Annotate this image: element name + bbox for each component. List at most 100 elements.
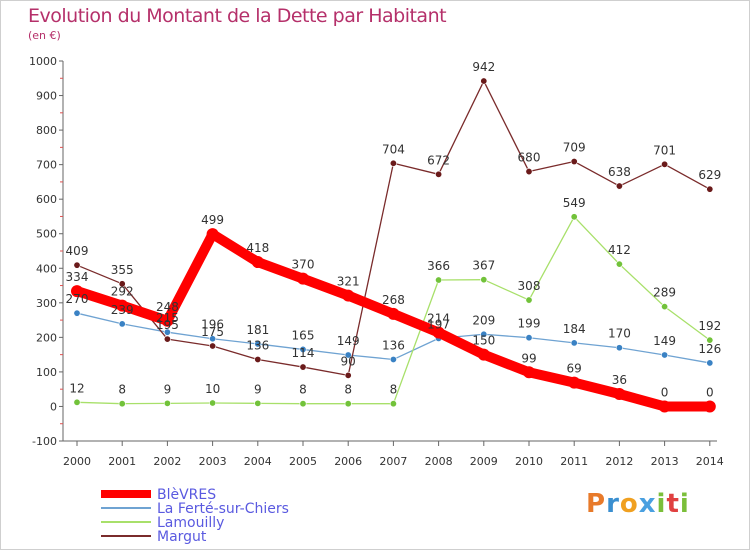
data-point [297, 272, 309, 285]
data-point [706, 359, 714, 367]
data-point [118, 280, 126, 288]
data-point [254, 399, 262, 407]
data-point [525, 296, 533, 304]
data-label: 181 [246, 323, 269, 337]
proxiti-logo: Proxiti [586, 489, 690, 519]
data-point [387, 307, 400, 320]
data-label: 321 [337, 275, 360, 289]
data-label: 499 [201, 213, 224, 227]
x-tick-label: 2010 [515, 455, 543, 468]
y-tick-label: -100 [32, 435, 57, 448]
x-tick-label: 2009 [470, 455, 498, 468]
data-point [251, 256, 264, 269]
data-point [163, 399, 171, 407]
data-label: 149 [337, 334, 360, 348]
data-label: 196 [201, 318, 224, 332]
x-tick-label: 2008 [425, 455, 453, 468]
x-tick-label: 2001 [108, 455, 136, 468]
data-point [116, 299, 129, 312]
data-label: 701 [653, 143, 676, 157]
data-label: 12 [69, 381, 84, 395]
data-label: 418 [246, 241, 269, 255]
data-label: 215 [156, 311, 179, 325]
y-tick-label: 300 [36, 297, 57, 310]
data-label: 9 [164, 382, 172, 396]
data-label: 367 [472, 259, 495, 273]
data-label: 195 [156, 318, 179, 332]
y-tick-label: 800 [36, 124, 57, 137]
data-point [480, 330, 488, 338]
data-point [703, 400, 716, 413]
data-label: 638 [608, 165, 631, 179]
data-label: 170 [608, 327, 631, 341]
y-tick-label: 100 [36, 366, 57, 379]
data-label: 209 [472, 313, 495, 327]
data-label: 99 [521, 351, 536, 365]
x-tick-label: 2005 [289, 455, 317, 468]
x-tick-label: 2004 [244, 455, 272, 468]
data-label: 8 [390, 383, 398, 397]
data-label: 248 [156, 300, 179, 314]
data-point [389, 159, 397, 167]
data-point [73, 398, 81, 406]
data-point [163, 328, 171, 336]
legend-label: Margut [157, 529, 207, 545]
data-label: 308 [518, 279, 541, 293]
data-label: 704 [382, 142, 405, 156]
data-point [73, 309, 81, 317]
data-label: 10 [205, 382, 220, 396]
data-label: 672 [427, 153, 450, 167]
data-label: 409 [66, 244, 89, 258]
data-label: 69 [567, 362, 582, 376]
data-point [342, 289, 355, 302]
data-point [477, 348, 490, 361]
legend-label: BlèVRES [157, 487, 216, 503]
data-label: 184 [563, 322, 586, 336]
y-tick-label: 700 [36, 159, 57, 172]
data-point [299, 400, 307, 408]
data-label: 366 [427, 259, 450, 273]
data-label: 8 [118, 383, 126, 397]
data-point [163, 335, 171, 343]
data-label: 114 [292, 346, 315, 360]
data-point [568, 376, 581, 389]
data-point [73, 261, 81, 269]
data-label: 292 [111, 285, 134, 299]
data-label: 8 [344, 383, 352, 397]
data-point [344, 371, 352, 379]
data-point [435, 276, 443, 284]
data-label: 149 [653, 334, 676, 348]
x-tick-label: 2013 [651, 455, 679, 468]
data-label: 0 [706, 385, 714, 399]
data-point [206, 228, 219, 241]
data-point [71, 285, 83, 298]
x-tick-label: 2012 [605, 455, 633, 468]
data-label: 370 [292, 258, 315, 272]
data-point [254, 355, 262, 363]
data-label: 629 [698, 168, 721, 182]
data-point [432, 326, 445, 339]
data-point [523, 366, 535, 379]
data-point [661, 351, 669, 359]
data-point [525, 168, 533, 176]
x-tick-label: 2006 [334, 455, 362, 468]
data-point [209, 335, 217, 343]
data-label: 709 [563, 141, 586, 155]
y-tick-label: 0 [50, 400, 57, 413]
data-point [706, 336, 714, 344]
data-label: 175 [201, 325, 224, 339]
x-tick-label: 2000 [63, 455, 91, 468]
data-point [118, 320, 126, 328]
y-tick-label: 600 [36, 193, 57, 206]
data-label: 90 [341, 354, 356, 368]
data-point [299, 345, 307, 353]
y-tick-label: 900 [36, 90, 57, 103]
data-point [299, 363, 307, 371]
data-label: 197 [427, 317, 450, 331]
data-label: 289 [653, 286, 676, 300]
data-label: 412 [608, 243, 631, 257]
data-point [209, 342, 217, 350]
x-tick-label: 2011 [560, 455, 588, 468]
data-point [389, 400, 397, 408]
